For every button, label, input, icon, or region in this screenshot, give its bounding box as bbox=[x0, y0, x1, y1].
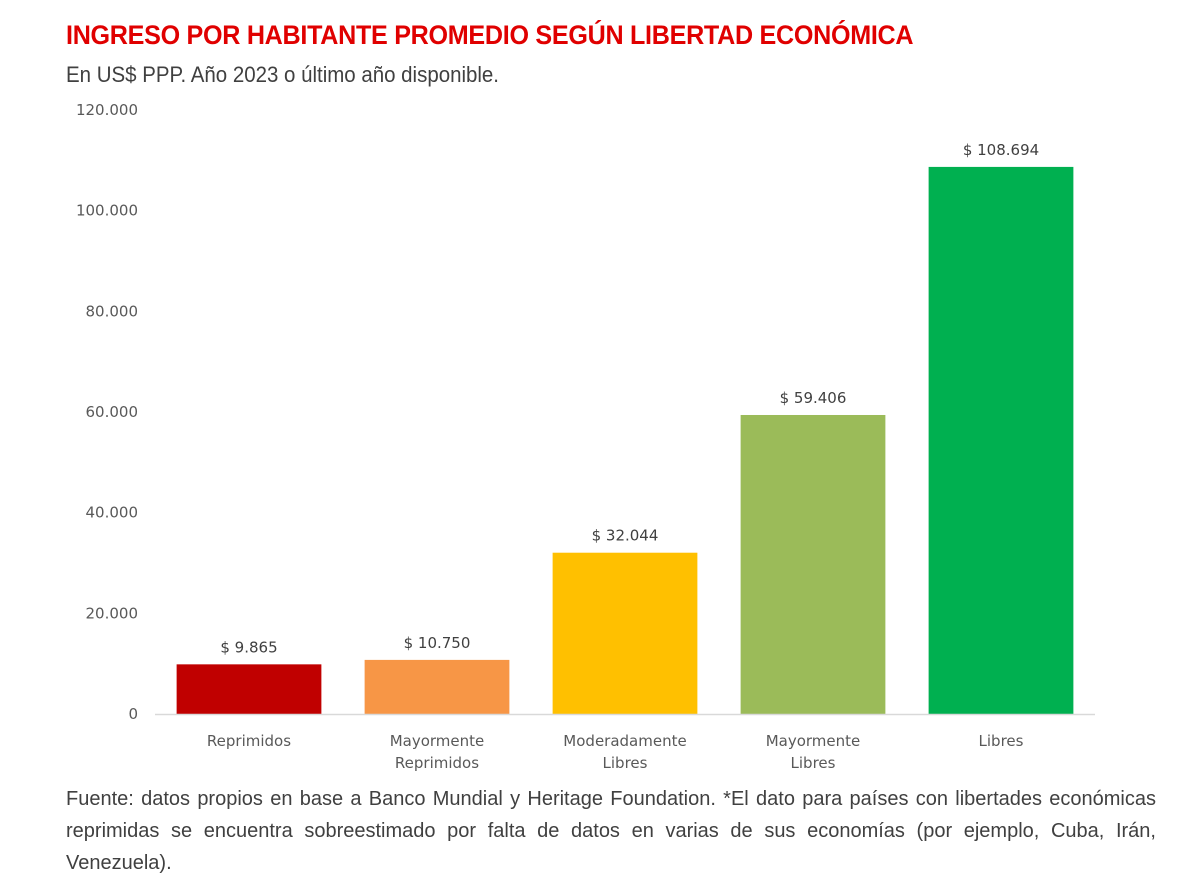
chart-title: INGRESO POR HABITANTE PROMEDIO SEGÚN LIB… bbox=[66, 20, 914, 50]
y-tick-label: 0 bbox=[128, 705, 138, 723]
bars bbox=[176, 166, 1074, 714]
x-tick-label: Libres bbox=[979, 732, 1024, 750]
x-tick-label: Mayormente bbox=[390, 732, 485, 750]
bar bbox=[364, 659, 510, 714]
source-note: Fuente: datos propios en base a Banco Mu… bbox=[66, 788, 1156, 874]
y-axis: 0 20.000 40.000 60.000 80.000 100.000 120.000 bbox=[76, 101, 138, 723]
data-label: $ 32.044 bbox=[592, 527, 659, 545]
data-label: $ 10.750 bbox=[404, 634, 471, 652]
y-tick-label: 100.000 bbox=[76, 202, 138, 220]
y-tick-label: 20.000 bbox=[86, 604, 139, 622]
data-label: $ 59.406 bbox=[780, 389, 847, 407]
y-tick-label: 40.000 bbox=[86, 504, 139, 522]
y-tick-label: 120.000 bbox=[76, 101, 138, 119]
x-tick-label: Moderadamente bbox=[563, 732, 686, 750]
x-tick-label: Mayormente bbox=[766, 732, 861, 750]
x-axis: Reprimidos Mayormente Reprimidos Moderadame… bbox=[207, 732, 1024, 772]
bar bbox=[176, 664, 322, 714]
x-tick-label: Libres bbox=[603, 754, 648, 772]
data-labels: $ 9.865 $ 10.750 $ 32.044 $ 59.406 $ 108.694 bbox=[220, 141, 1039, 656]
chart-subtitle: En US$ PPP. Año 2023 o último año dispon… bbox=[66, 62, 500, 87]
data-label: $ 9.865 bbox=[220, 638, 277, 656]
bar bbox=[928, 166, 1074, 714]
bar-chart: 020.00040.00060.00080.000100.000120.000 … bbox=[76, 101, 1095, 772]
bar bbox=[740, 414, 886, 714]
x-tick-label: Reprimidos bbox=[395, 754, 479, 772]
y-tick-label: 60.000 bbox=[86, 403, 139, 421]
x-tick-label: Reprimidos bbox=[207, 732, 291, 750]
y-tick-label: 80.000 bbox=[86, 302, 139, 320]
data-label: $ 108.694 bbox=[963, 141, 1039, 159]
bar bbox=[552, 552, 698, 714]
x-tick-label: Libres bbox=[791, 754, 836, 772]
